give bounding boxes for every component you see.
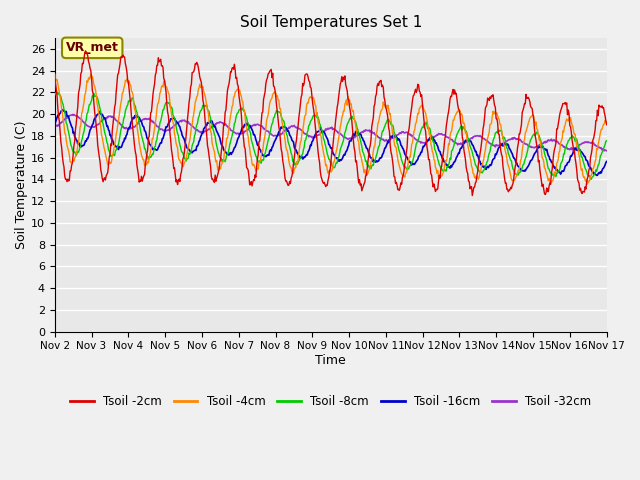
- Text: VR_met: VR_met: [66, 41, 118, 54]
- Title: Soil Temperatures Set 1: Soil Temperatures Set 1: [239, 15, 422, 30]
- X-axis label: Time: Time: [316, 354, 346, 367]
- Y-axis label: Soil Temperature (C): Soil Temperature (C): [15, 120, 28, 249]
- Legend: Tsoil -2cm, Tsoil -4cm, Tsoil -8cm, Tsoil -16cm, Tsoil -32cm: Tsoil -2cm, Tsoil -4cm, Tsoil -8cm, Tsoi…: [65, 390, 596, 413]
